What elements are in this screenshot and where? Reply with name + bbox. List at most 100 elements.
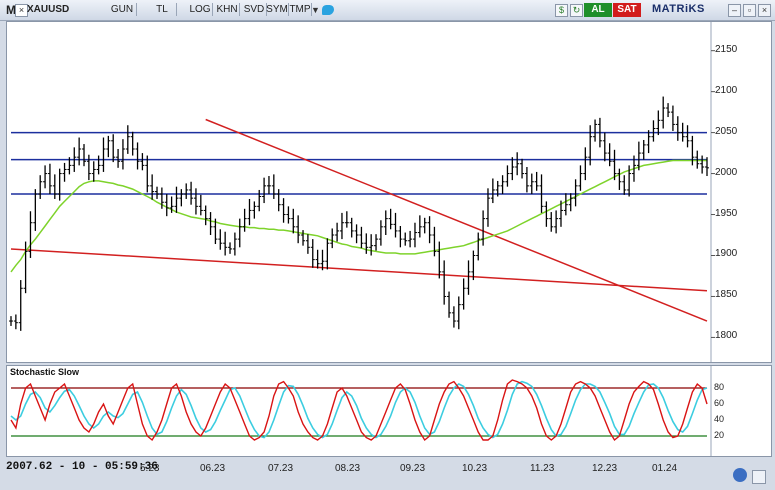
price-bar: [335, 222, 340, 242]
price-bar: [13, 314, 18, 330]
price-bar: [408, 230, 413, 248]
time-tick-label: 5.23: [140, 463, 160, 474]
price-tick-label: 2050: [715, 125, 738, 137]
price-bar: [641, 139, 646, 160]
price-bar: [427, 216, 432, 244]
price-bar: [495, 180, 500, 197]
time-tick-label: 01.24: [652, 463, 678, 474]
khn-button[interactable]: KHN: [215, 3, 240, 16]
price-bar: [257, 189, 262, 212]
price-bar: [573, 179, 578, 207]
minimize-icon[interactable]: –: [728, 4, 741, 17]
sell-button[interactable]: SAT: [613, 3, 641, 17]
price-bar: [184, 183, 189, 199]
stochastic-title: Stochastic Slow: [10, 367, 80, 377]
time-tick-label: 06.23: [200, 463, 226, 474]
brand-logo: MATRiKS: [652, 3, 705, 15]
price-bar: [378, 220, 383, 246]
stochastic-chart[interactable]: [7, 366, 771, 456]
price-bar: [315, 249, 320, 269]
stochastic-tick-label: 80: [714, 382, 725, 392]
price-bar: [47, 163, 52, 195]
price-bar: [218, 229, 223, 250]
price-bar: [213, 218, 218, 245]
price-bar: [417, 215, 422, 238]
price-bar: [534, 171, 539, 191]
price-bar: [558, 200, 563, 227]
price-bar: [72, 147, 77, 172]
buy-button[interactable]: AL: [584, 3, 612, 17]
price-bar: [393, 212, 398, 238]
currency-tl-button[interactable]: TL: [148, 3, 177, 16]
price-bar: [485, 188, 490, 227]
price-bar: [145, 155, 150, 193]
price-bar: [266, 176, 271, 195]
price-bar: [568, 193, 573, 212]
price-bar: [82, 144, 87, 167]
price-bar: [344, 211, 349, 228]
price-bar: [661, 96, 666, 129]
price-bar: [169, 196, 174, 213]
stochastic-tick-label: 20: [714, 430, 725, 440]
price-chart[interactable]: [7, 22, 771, 362]
price-bar: [174, 186, 179, 213]
price-bar: [52, 174, 57, 199]
price-bar: [57, 168, 62, 201]
price-bar: [62, 162, 67, 182]
price-bar: [593, 119, 598, 142]
price-bar: [130, 131, 135, 156]
price-bar: [77, 137, 82, 166]
svd-button[interactable]: SVD: [242, 3, 267, 16]
price-bar: [471, 250, 476, 281]
price-bar: [189, 181, 194, 205]
price-bar: [296, 215, 301, 244]
price-bar: [198, 194, 203, 216]
price-chart-panel[interactable]: [6, 21, 772, 363]
restore-icon[interactable]: ▫: [743, 4, 756, 17]
symbol-label[interactable]: XAUUSD: [27, 4, 70, 15]
price-bar: [685, 125, 690, 148]
price-bar: [539, 174, 544, 213]
trendline-1: [10, 248, 708, 292]
price-bar: [179, 189, 184, 207]
tmp-button[interactable]: TMP: [289, 3, 312, 16]
sym-button[interactable]: SYM: [266, 3, 289, 16]
refresh-icon[interactable]: ↻: [570, 4, 583, 17]
time-tick-label: 10.23: [462, 463, 488, 474]
dollar-icon[interactable]: $: [555, 4, 568, 17]
stochastic-panel[interactable]: [6, 365, 772, 457]
price-bar: [700, 155, 705, 174]
price-bar: [520, 158, 525, 179]
close-window-icon[interactable]: ×: [758, 4, 771, 17]
price-bar: [636, 141, 641, 171]
price-bar: [597, 117, 602, 148]
price-bar: [33, 189, 38, 231]
dropdown-arrow-icon[interactable]: ▼: [311, 5, 320, 15]
price-bar: [150, 174, 155, 200]
price-bar: [680, 122, 685, 142]
stochastic-tick-label: 40: [714, 414, 725, 424]
twitter-icon[interactable]: [322, 5, 334, 15]
log-scale-button[interactable]: LOG: [188, 3, 213, 16]
sync-icon[interactable]: [733, 468, 747, 482]
settings-icon[interactable]: [752, 470, 766, 484]
price-tick-label: 1950: [715, 207, 738, 219]
price-bar: [203, 205, 208, 226]
price-bar: [695, 150, 700, 169]
price-bar: [310, 239, 315, 268]
price-bar: [656, 110, 661, 136]
price-bar: [481, 210, 486, 246]
price-bar: [223, 231, 228, 256]
moving-average-line: [10, 159, 707, 273]
daily-period-button[interactable]: GUN: [108, 3, 137, 16]
price-bar: [281, 198, 286, 223]
price-bar: [544, 201, 549, 227]
price-bar: [490, 178, 495, 204]
price-bar: [111, 134, 116, 163]
close-icon[interactable]: ×: [15, 4, 28, 17]
menu-button[interactable]: M: [6, 3, 16, 17]
time-tick-label: 08.23: [335, 463, 361, 474]
price-bar: [125, 125, 130, 154]
price-bar: [578, 165, 583, 191]
price-bar: [432, 226, 437, 257]
